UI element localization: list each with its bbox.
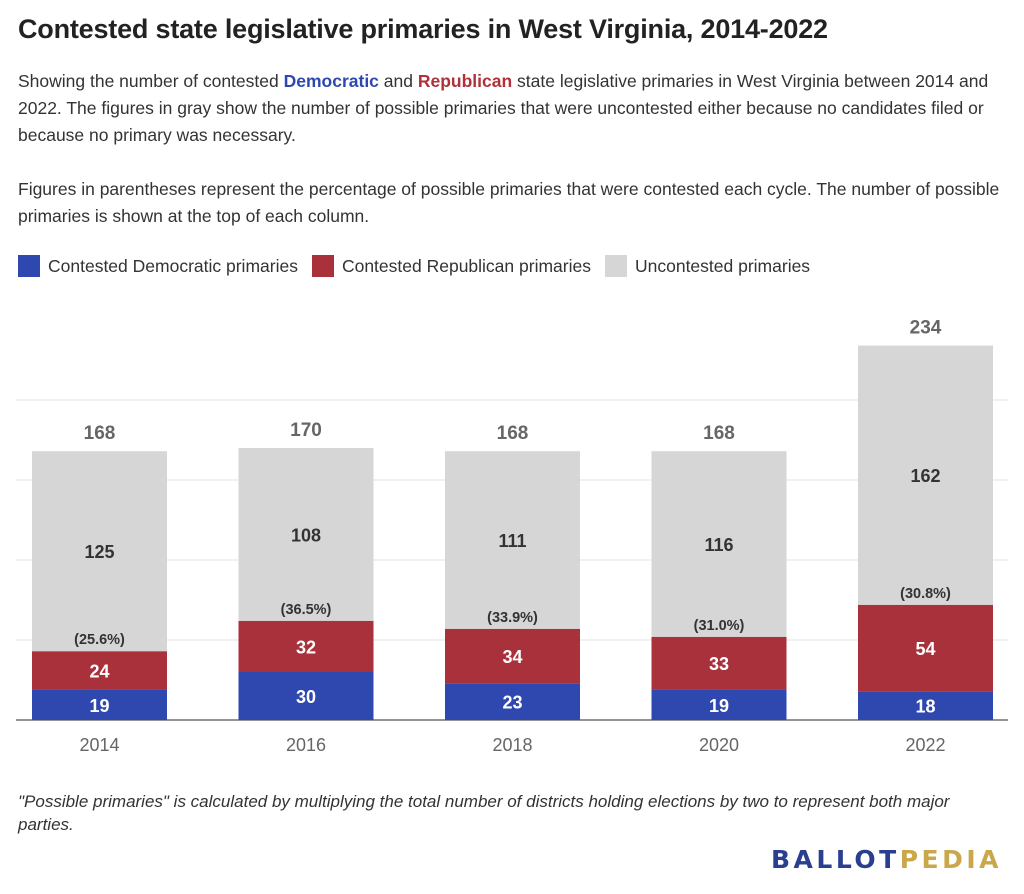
legend-label-uncontested: Uncontested primaries	[634, 255, 811, 276]
chart-title: Contested state legislative primaries in…	[18, 14, 828, 44]
percent-label: (33.9%)	[487, 610, 538, 626]
total-label: 170	[290, 420, 322, 441]
percent-label: (30.8%)	[900, 586, 951, 602]
legend-swatch-democratic	[18, 255, 40, 277]
bar-republican	[858, 604, 993, 692]
description-paragraph-1: Showing the number of contested Democrat…	[18, 68, 1008, 149]
bar-label-democratic: 18	[915, 697, 935, 717]
bar-uncontested	[32, 451, 167, 652]
bar-label-democratic: 23	[502, 693, 522, 713]
bar-uncontested	[238, 448, 374, 621]
legend-swatch-uncontested	[604, 255, 627, 277]
bar-democratic	[445, 683, 580, 720]
desc-democratic-word: Democratic	[283, 71, 379, 91]
bar-democratic	[651, 689, 787, 720]
x-tick-label: 2014	[79, 735, 119, 755]
desc-text-mid: and	[378, 71, 418, 91]
bar-republican	[238, 620, 374, 672]
description-paragraph-2: Figures in parentheses represent the per…	[18, 179, 1000, 226]
percent-label: (31.0%)	[694, 618, 745, 634]
logo-part-ballot: BALLOT	[771, 845, 900, 874]
bar-democratic	[858, 691, 993, 720]
bar-label-republican: 54	[915, 639, 935, 659]
x-tick-label: 2016	[286, 735, 326, 755]
percent-label: (25.6%)	[74, 632, 125, 648]
desc-republican-word: Republican	[417, 71, 513, 91]
legend-swatch-republican	[311, 255, 334, 277]
chart-description: Showing the number of contested Democrat…	[18, 68, 1008, 230]
total-label: 234	[910, 318, 942, 339]
bar-label-republican: 33	[709, 654, 729, 674]
bar-label-republican: 32	[296, 637, 316, 657]
bar-uncontested	[651, 451, 787, 637]
bar-label-uncontested: 116	[704, 535, 733, 555]
percent-label: (36.5%)	[281, 602, 332, 618]
ballotpedia-logo: BALLOTPEDIA	[771, 845, 1002, 874]
footnote: "Possible primaries" is calculated by mu…	[18, 792, 950, 834]
bar-label-republican: 24	[89, 661, 109, 681]
bar-republican	[651, 636, 787, 690]
bar-democratic	[32, 689, 167, 720]
desc-text-end: state legislative primaries in West Virg…	[18, 71, 989, 145]
total-label: 168	[703, 423, 735, 444]
x-tick-label: 2018	[492, 735, 532, 755]
bar-uncontested	[858, 345, 993, 605]
x-tick-label: 2020	[699, 735, 739, 755]
bar-label-republican: 34	[502, 647, 522, 667]
bar-label-democratic: 19	[709, 696, 729, 716]
desc-text-start: Showing the number of contested	[18, 71, 284, 91]
x-tick-label: 2022	[905, 735, 945, 755]
bar-label-democratic: 30	[296, 687, 316, 707]
total-label: 168	[84, 423, 116, 444]
bar-label-democratic: 19	[89, 696, 109, 716]
chart-legend: Contested Democratic primaries Contested…	[18, 253, 824, 279]
bar-republican	[445, 628, 580, 684]
bar-label-uncontested: 111	[498, 531, 526, 551]
legend-item-democratic: Contested Democratic primaries	[18, 255, 298, 277]
bar-label-uncontested: 162	[910, 466, 940, 486]
bar-uncontested	[445, 451, 580, 629]
legend-label-democratic: Contested Democratic primaries	[48, 255, 298, 276]
bar-label-uncontested: 108	[291, 525, 321, 545]
legend-label-republican: Contested Republican primaries	[341, 255, 591, 276]
bar-republican	[32, 651, 167, 690]
stacked-bar-chart: 19 24 125 (25.6%) 168 2014 30 32 108 (36.5%) 170 20…	[16, 318, 1008, 755]
legend-item-republican: Contested Republican primaries	[311, 255, 591, 277]
legend-item-uncontested: Uncontested primaries	[604, 255, 811, 277]
total-label: 168	[497, 423, 529, 444]
logo-part-pedia: PEDIA	[899, 845, 1002, 874]
bar-label-uncontested: 125	[84, 542, 114, 562]
bar-democratic	[238, 672, 374, 720]
